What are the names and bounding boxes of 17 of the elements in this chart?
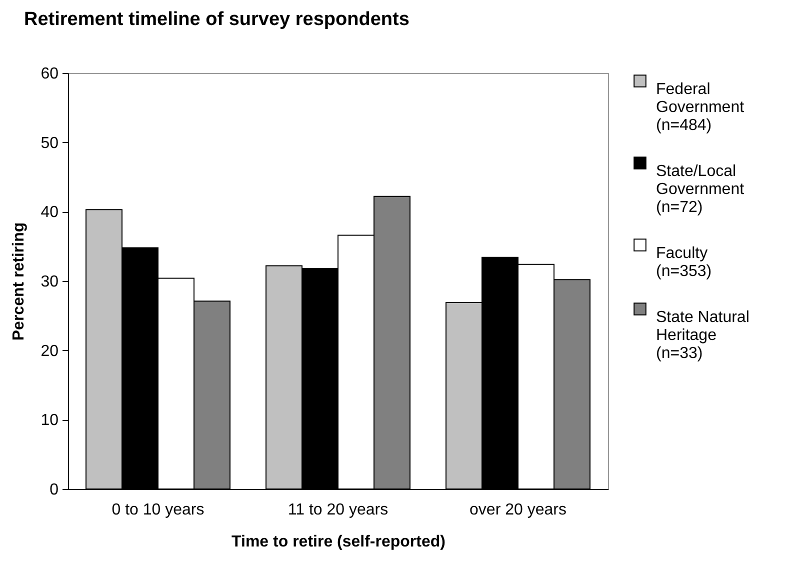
legend-label: Federal Government (n=484) [656,81,745,134]
x-axis-title: Time to retire (self-reported) [232,534,446,550]
y-tick-label: 10 [40,412,59,430]
y-tick-label: 30 [40,274,59,290]
y-tick-label: 20 [40,342,59,360]
y-axis-title: Percent retiring [10,222,28,341]
y-tick-label: 0 [50,482,59,498]
x-tick-label: 0 to 10 years [112,502,204,518]
chart-title: Retirement timeline of survey respondents [24,9,410,30]
legend-label: Faculty (n=353) [656,245,712,280]
x-tick-label: 11 to 20 years [288,502,388,518]
y-tick-label: 60 [40,66,59,82]
legend-label: State/Local Government (n=72) [656,163,745,216]
x-tick-label: over 20 years [470,502,566,518]
legend-label: State Natural Heritage (n=33) [656,309,750,362]
y-tick-label: 50 [40,134,59,152]
y-tick-label: 40 [40,204,59,222]
